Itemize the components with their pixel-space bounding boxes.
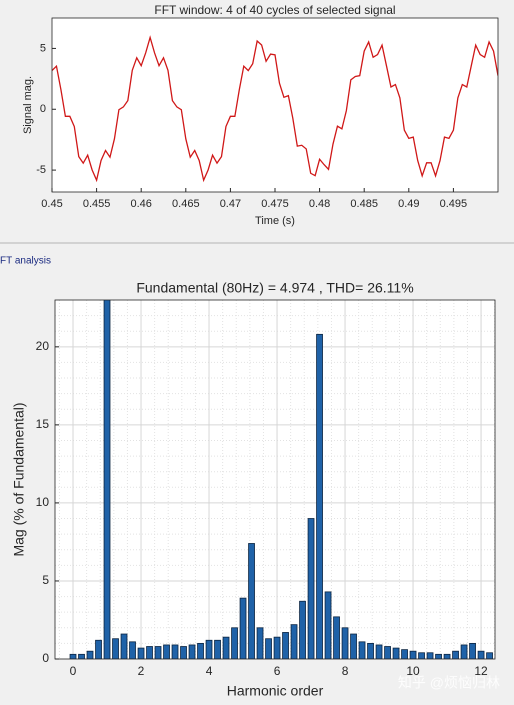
- bar: [273, 636, 281, 659]
- x-tick-label: 0.48: [309, 198, 330, 210]
- plot-area: [52, 18, 498, 192]
- x-tick-label: 12: [474, 664, 488, 678]
- x-tick-label: 0: [70, 664, 77, 678]
- bar: [137, 647, 145, 659]
- bar: [358, 641, 366, 659]
- plot-marks: [69, 300, 493, 659]
- y-tick-label: 15: [36, 417, 50, 431]
- bar: [78, 653, 85, 659]
- bar: [316, 333, 323, 659]
- y-tick-label: 5: [42, 573, 49, 587]
- x-tick-label: 0.495: [440, 198, 468, 210]
- bar: [282, 632, 289, 659]
- bar: [367, 642, 374, 659]
- chart-title: FFT window: 4 of 40 cycles of selected s…: [154, 3, 395, 17]
- bar: [205, 639, 213, 659]
- bar: [146, 646, 153, 659]
- bar: [231, 627, 238, 659]
- bar: [265, 638, 272, 659]
- bar: [333, 616, 340, 659]
- x-axis-label: Time (s): [255, 215, 295, 227]
- bar: [418, 652, 425, 659]
- bar: [95, 639, 102, 659]
- bar: [443, 653, 451, 659]
- x-tick-label: 0.465: [172, 198, 200, 210]
- x-tick-label: 10: [406, 664, 420, 678]
- bar: [435, 653, 442, 659]
- bar: [214, 639, 221, 659]
- bar: [171, 644, 179, 659]
- chart-title: Fundamental (80Hz) = 4.974 , THD= 26.11%: [136, 280, 413, 296]
- bar: [401, 649, 408, 659]
- x-axis-label: Harmonic order: [227, 683, 324, 699]
- plot-frame: [51, 17, 499, 193]
- x-tick-label: 4: [206, 664, 213, 678]
- bar: [180, 646, 187, 659]
- plot-marks: [52, 35, 498, 183]
- plot-frame: [54, 299, 496, 660]
- bar: [341, 627, 349, 659]
- bar: [486, 652, 493, 659]
- x-tick-label: 0.49: [398, 198, 419, 210]
- bar: [112, 638, 119, 659]
- bar: [452, 650, 459, 659]
- bar: [392, 647, 400, 659]
- bar: [426, 652, 434, 659]
- bar: [384, 646, 391, 659]
- section-label: FT analysis: [0, 256, 51, 267]
- y-tick-label: -5: [36, 164, 46, 176]
- bar: [86, 650, 94, 659]
- x-tick-label: 0.475: [261, 198, 289, 210]
- bar: [248, 543, 255, 659]
- bar: [120, 633, 128, 659]
- y-tick-label: 0: [42, 651, 49, 665]
- bar: [460, 644, 468, 659]
- x-tick-label: 6: [274, 664, 281, 678]
- bar: [69, 653, 77, 659]
- x-tick-label: 0.485: [350, 198, 378, 210]
- y-tick-label: 20: [36, 339, 50, 353]
- x-tick-label: 0.455: [83, 198, 111, 210]
- bar: [299, 600, 306, 659]
- x-tick-label: 8: [342, 664, 349, 678]
- y-axis-label: Mag (% of Fundamental): [11, 402, 27, 556]
- x-tick-label: 0.47: [220, 198, 241, 210]
- plot-area: [55, 300, 495, 659]
- bar: [188, 644, 196, 659]
- y-tick-label: 10: [36, 495, 50, 509]
- bar: [290, 624, 298, 659]
- y-tick-label: 0: [40, 103, 46, 115]
- y-axis-label: Signal mag.: [22, 76, 34, 134]
- bar: [163, 644, 170, 659]
- bar: [154, 646, 162, 659]
- bar: [375, 644, 383, 659]
- x-tick-label: 0.46: [130, 198, 151, 210]
- bar: [222, 636, 230, 659]
- bar: [239, 597, 247, 659]
- bar: [350, 633, 357, 659]
- bar: [256, 627, 264, 659]
- signal-line: [52, 35, 498, 183]
- watermark: 知乎 @烦恼归林: [398, 675, 500, 691]
- x-tick-label: 2: [138, 664, 145, 678]
- bar: [307, 518, 315, 659]
- bar: [409, 650, 417, 659]
- bar: [477, 650, 485, 659]
- bar: [469, 642, 476, 659]
- y-tick-label: 5: [40, 42, 46, 54]
- bar: [324, 591, 332, 659]
- bar: [197, 642, 204, 659]
- bar: [129, 641, 136, 659]
- x-tick-label: 0.45: [41, 198, 62, 210]
